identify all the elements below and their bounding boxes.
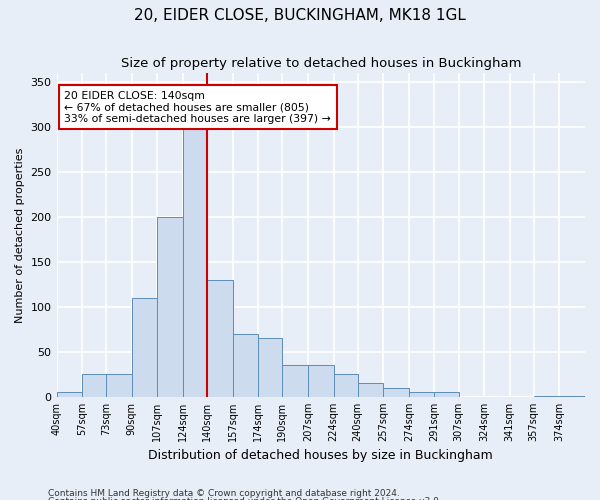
- X-axis label: Distribution of detached houses by size in Buckingham: Distribution of detached houses by size …: [148, 450, 493, 462]
- Y-axis label: Number of detached properties: Number of detached properties: [15, 147, 25, 322]
- Bar: [157, 217, 183, 397]
- Bar: [82, 374, 106, 397]
- Bar: [358, 384, 383, 397]
- Bar: [183, 104, 207, 397]
- Text: 20, EIDER CLOSE, BUCKINGHAM, MK18 1GL: 20, EIDER CLOSE, BUCKINGHAM, MK18 1GL: [134, 8, 466, 22]
- Bar: [434, 392, 458, 397]
- Text: Contains public sector information licensed under the Open Government Licence v3: Contains public sector information licen…: [48, 498, 442, 500]
- Bar: [534, 396, 559, 397]
- Text: 20 EIDER CLOSE: 140sqm
← 67% of detached houses are smaller (805)
33% of semi-de: 20 EIDER CLOSE: 140sqm ← 67% of detached…: [64, 91, 331, 124]
- Bar: [207, 280, 233, 397]
- Bar: [409, 392, 434, 397]
- Bar: [233, 334, 258, 397]
- Bar: [56, 392, 82, 397]
- Bar: [308, 366, 334, 397]
- Bar: [559, 396, 585, 397]
- Bar: [258, 338, 283, 397]
- Bar: [283, 366, 308, 397]
- Title: Size of property relative to detached houses in Buckingham: Size of property relative to detached ho…: [121, 58, 521, 70]
- Bar: [106, 374, 132, 397]
- Text: Contains HM Land Registry data © Crown copyright and database right 2024.: Contains HM Land Registry data © Crown c…: [48, 488, 400, 498]
- Bar: [383, 388, 409, 397]
- Bar: [334, 374, 358, 397]
- Bar: [132, 298, 157, 397]
